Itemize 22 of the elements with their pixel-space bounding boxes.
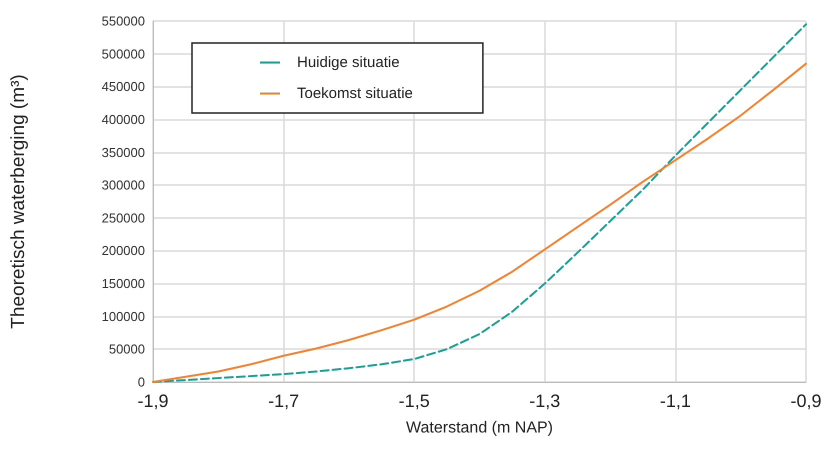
y-tick-label: 450000: [102, 79, 145, 94]
x-tick-label: -1,7: [268, 391, 300, 411]
y-tick-label: 0: [138, 374, 145, 390]
legend-label: Toekomst situatie: [297, 85, 413, 102]
y-tick-label: 150000: [102, 276, 145, 292]
y-tick-label: 500000: [102, 46, 145, 62]
y-tick-label: 550000: [102, 14, 145, 28]
y-tick-label: 400000: [102, 112, 145, 127]
y-tick-label: 200000: [102, 243, 145, 258]
x-tick-label: -0,9: [790, 391, 822, 411]
y-tick-label: 350000: [102, 144, 145, 160]
y-tick-label: 50000: [108, 342, 145, 357]
x-tick-label: -1,9: [137, 391, 169, 411]
x-tick-label: -1,5: [398, 391, 430, 411]
x-axis-title: Waterstand (m NAP): [406, 420, 553, 436]
y-tick-label: 250000: [102, 210, 145, 226]
x-tick-label: -1,3: [529, 391, 560, 411]
x-tick-label: -1,1: [660, 391, 691, 411]
y-axis-title: Theoretisch waterberging (m³): [8, 74, 29, 329]
legend-label: Huidige situatie: [297, 54, 400, 71]
y-tick-label: 100000: [102, 308, 145, 324]
y-tick-label: 300000: [102, 178, 145, 193]
